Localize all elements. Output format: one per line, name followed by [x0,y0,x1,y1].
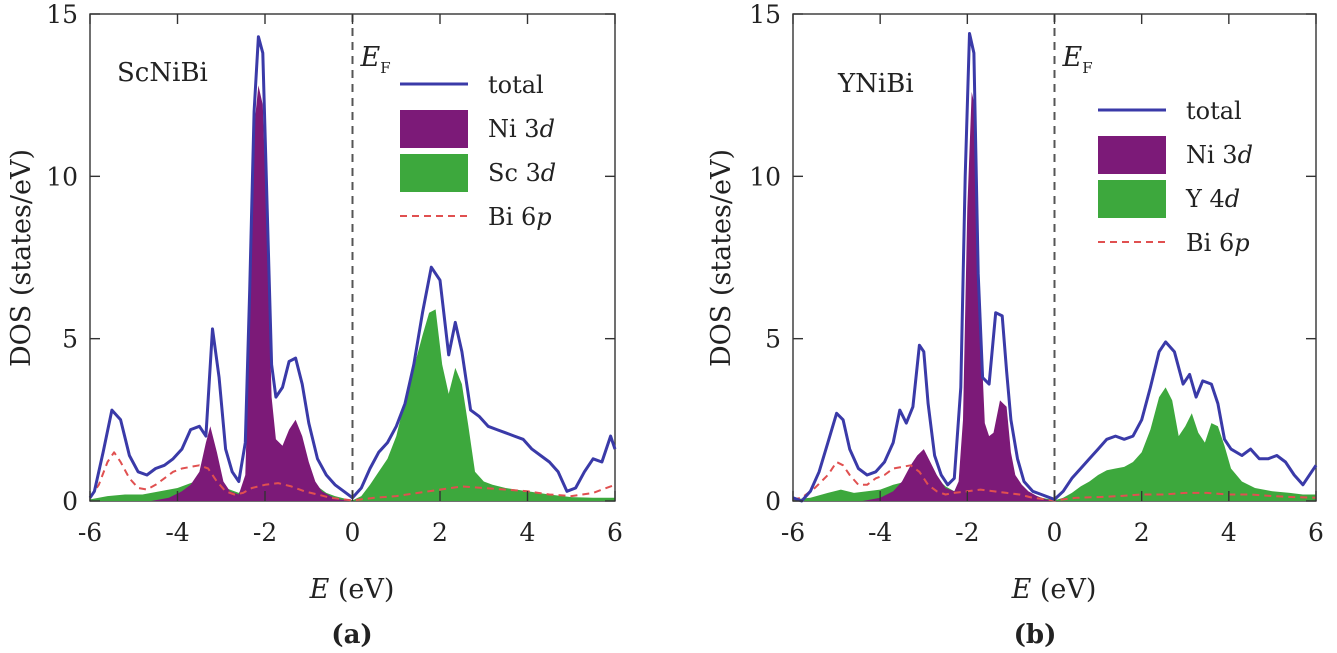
x-tick-label: 4 [1221,518,1237,547]
legend-swatch [400,110,468,148]
y-axis-label: DOS (states/eV) [6,149,37,367]
x-tick-label: -4 [165,518,189,547]
legend-item-ni: Ni 3d [400,110,555,148]
legend-label: Bi 6p [488,203,552,231]
x-tick-label: -6 [78,518,102,547]
panel-a: EF -6 -4 -2 0 2 4 6 0 5 10 15 DOS (states/eV) E (eV… [6,0,623,650]
y-tick-label: 5 [62,325,78,354]
x-axis-label: E (eV) [1011,574,1097,605]
x-axis-unit: (eV) [1031,574,1096,605]
x-axis-symbol: E [1011,574,1032,605]
panel-b: EF -6 -4 -2 0 2 4 6 0 5 10 15 DOS (states/eV) E (eV… [706,0,1324,650]
panel-label: (a) [331,620,372,650]
legend-item-bi: Bi 6p [1098,229,1250,257]
x-tick-label: 4 [520,518,536,547]
panel-label: (b) [1014,620,1057,650]
legend-label: Ni 3d [488,115,555,143]
fermi-label: EF [360,42,391,77]
x-tick-label: 2 [1134,518,1150,547]
legend-label: total [488,71,544,99]
legend-label: Ni 3d [1186,141,1253,169]
y-tick-label: 15 [749,0,781,29]
y-tick-label: 10 [46,162,78,191]
x-tick-label: 6 [607,518,623,547]
x-tick-label: 0 [345,518,361,547]
x-tick-label: 2 [432,518,448,547]
legend: total Ni 3d Sc 3d Bi 6p [400,71,556,231]
x-tick-label: 6 [1308,518,1324,547]
y-tick-label: 0 [765,487,781,516]
x-tick-label: -6 [781,518,805,547]
legend-item-second: Sc 3d [400,154,556,192]
legend-item-total: total [400,71,544,99]
legend-swatch [400,154,468,192]
legend: total Ni 3d Y 4d Bi 6p [1098,97,1253,257]
y-tick-label: 5 [765,325,781,354]
legend-item-total: total [1098,97,1242,125]
bi-6p-line [89,451,616,502]
x-axis-symbol: E [309,574,330,605]
x-axis-label: E (eV) [309,574,395,605]
legend-label: Sc 3d [488,159,556,187]
legend-label: Bi 6p [1186,229,1250,257]
compound-title: YNiBi [837,69,914,99]
plot-layer: EF -6 -4 -2 0 2 4 6 0 5 10 15 [749,0,1324,547]
x-tick-label: -4 [868,518,892,547]
fermi-label: EF [1062,42,1093,77]
legend-swatch [1098,180,1166,218]
compound-title: ScNiBi [117,58,208,88]
legend-swatch [1098,136,1166,174]
x-axis-unit: (eV) [329,574,394,605]
y-tick-label: 15 [46,0,78,29]
legend-label: Y 4d [1185,185,1240,213]
legend-item-bi: Bi 6p [400,203,552,231]
x-tick-label: -2 [955,518,979,547]
y-axis-label: DOS (states/eV) [706,149,737,367]
x-tick-label: -2 [253,518,277,547]
legend-item-ni: Ni 3d [1098,136,1253,174]
x-tick-label: 0 [1047,518,1063,547]
y-tick-label: 0 [62,487,78,516]
legend-item-second: Y 4d [1098,180,1240,218]
second-d-area [793,387,1316,501]
plot-layer: EF -6 -4 -2 0 2 4 6 0 5 10 15 [46,0,623,547]
total-dos-line [792,32,1318,503]
y-tick-label: 10 [749,162,781,191]
legend-label: total [1186,97,1242,125]
total-dos-line [88,35,617,500]
